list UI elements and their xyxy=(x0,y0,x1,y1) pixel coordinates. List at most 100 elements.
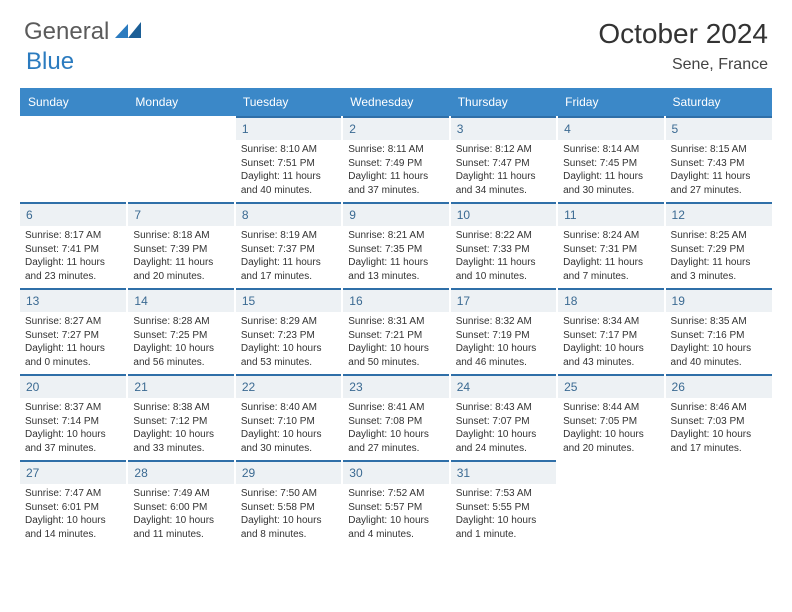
calendar-cell: 31Sunrise: 7:53 AMSunset: 5:55 PMDayligh… xyxy=(450,460,557,546)
cell-body: Sunrise: 8:40 AMSunset: 7:10 PMDaylight:… xyxy=(236,398,341,460)
calendar-cell: 21Sunrise: 8:38 AMSunset: 7:12 PMDayligh… xyxy=(127,374,234,460)
logo-word-general: General xyxy=(24,18,109,46)
date-number: 5 xyxy=(666,116,772,140)
calendar-cell-empty xyxy=(665,460,772,546)
cell-body: Sunrise: 8:24 AMSunset: 7:31 PMDaylight:… xyxy=(558,226,663,288)
date-number: 12 xyxy=(666,202,772,226)
calendar-cell: 7Sunrise: 8:18 AMSunset: 7:39 PMDaylight… xyxy=(127,202,234,288)
month-title: October 2024 xyxy=(598,18,768,50)
cell-body: Sunrise: 8:10 AMSunset: 7:51 PMDaylight:… xyxy=(236,140,341,202)
date-number: 17 xyxy=(451,288,556,312)
date-number: 14 xyxy=(128,288,233,312)
date-number: 16 xyxy=(343,288,448,312)
cell-body: Sunrise: 8:15 AMSunset: 7:43 PMDaylight:… xyxy=(666,140,772,202)
calendar-cell: 22Sunrise: 8:40 AMSunset: 7:10 PMDayligh… xyxy=(235,374,342,460)
date-number: 23 xyxy=(343,374,448,398)
day-header: Monday xyxy=(127,88,234,116)
cell-body: Sunrise: 8:34 AMSunset: 7:17 PMDaylight:… xyxy=(558,312,663,374)
day-header: Sunday xyxy=(20,88,127,116)
calendar-cell: 1Sunrise: 8:10 AMSunset: 7:51 PMDaylight… xyxy=(235,116,342,202)
day-header: Friday xyxy=(557,88,664,116)
date-number: 15 xyxy=(236,288,341,312)
location: Sene, France xyxy=(598,56,768,74)
date-number: 27 xyxy=(20,460,126,484)
title-block: October 2024 Sene, France xyxy=(598,18,768,74)
calendar-cell-empty xyxy=(127,116,234,202)
date-number: 6 xyxy=(20,202,126,226)
calendar-cell: 15Sunrise: 8:29 AMSunset: 7:23 PMDayligh… xyxy=(235,288,342,374)
calendar-cell: 10Sunrise: 8:22 AMSunset: 7:33 PMDayligh… xyxy=(450,202,557,288)
calendar-cell: 8Sunrise: 8:19 AMSunset: 7:37 PMDaylight… xyxy=(235,202,342,288)
cell-body: Sunrise: 8:46 AMSunset: 7:03 PMDaylight:… xyxy=(666,398,772,460)
cell-body: Sunrise: 7:53 AMSunset: 5:55 PMDaylight:… xyxy=(451,484,556,546)
day-header: Tuesday xyxy=(235,88,342,116)
date-number: 18 xyxy=(558,288,663,312)
cell-body: Sunrise: 8:37 AMSunset: 7:14 PMDaylight:… xyxy=(20,398,126,460)
calendar-week-row: 1Sunrise: 8:10 AMSunset: 7:51 PMDaylight… xyxy=(20,116,772,202)
cell-body: Sunrise: 8:32 AMSunset: 7:19 PMDaylight:… xyxy=(451,312,556,374)
calendar-week-row: 27Sunrise: 7:47 AMSunset: 6:01 PMDayligh… xyxy=(20,460,772,546)
calendar-cell: 16Sunrise: 8:31 AMSunset: 7:21 PMDayligh… xyxy=(342,288,449,374)
cell-body: Sunrise: 8:31 AMSunset: 7:21 PMDaylight:… xyxy=(343,312,448,374)
calendar-cell: 5Sunrise: 8:15 AMSunset: 7:43 PMDaylight… xyxy=(665,116,772,202)
logo: General xyxy=(24,18,143,46)
calendar-cell-empty xyxy=(557,460,664,546)
calendar-body: 1Sunrise: 8:10 AMSunset: 7:51 PMDaylight… xyxy=(20,116,772,546)
cell-body: Sunrise: 8:17 AMSunset: 7:41 PMDaylight:… xyxy=(20,226,126,288)
date-number: 22 xyxy=(236,374,341,398)
cell-body: Sunrise: 7:52 AMSunset: 5:57 PMDaylight:… xyxy=(343,484,448,546)
logo-flag-icon xyxy=(115,20,141,45)
cell-body: Sunrise: 8:44 AMSunset: 7:05 PMDaylight:… xyxy=(558,398,663,460)
calendar-cell: 24Sunrise: 8:43 AMSunset: 7:07 PMDayligh… xyxy=(450,374,557,460)
date-number: 29 xyxy=(236,460,341,484)
calendar-cell: 19Sunrise: 8:35 AMSunset: 7:16 PMDayligh… xyxy=(665,288,772,374)
calendar-week-row: 13Sunrise: 8:27 AMSunset: 7:27 PMDayligh… xyxy=(20,288,772,374)
calendar-cell: 25Sunrise: 8:44 AMSunset: 7:05 PMDayligh… xyxy=(557,374,664,460)
calendar-cell: 14Sunrise: 8:28 AMSunset: 7:25 PMDayligh… xyxy=(127,288,234,374)
cell-body: Sunrise: 8:19 AMSunset: 7:37 PMDaylight:… xyxy=(236,226,341,288)
calendar-cell: 26Sunrise: 8:46 AMSunset: 7:03 PMDayligh… xyxy=(665,374,772,460)
cell-body: Sunrise: 8:35 AMSunset: 7:16 PMDaylight:… xyxy=(666,312,772,374)
cell-body: Sunrise: 7:50 AMSunset: 5:58 PMDaylight:… xyxy=(236,484,341,546)
calendar-cell: 6Sunrise: 8:17 AMSunset: 7:41 PMDaylight… xyxy=(20,202,127,288)
calendar-cell: 11Sunrise: 8:24 AMSunset: 7:31 PMDayligh… xyxy=(557,202,664,288)
date-number: 28 xyxy=(128,460,233,484)
date-number: 1 xyxy=(236,116,341,140)
day-header: Wednesday xyxy=(342,88,449,116)
date-number: 19 xyxy=(666,288,772,312)
date-number: 26 xyxy=(666,374,772,398)
date-number: 11 xyxy=(558,202,663,226)
calendar-cell: 27Sunrise: 7:47 AMSunset: 6:01 PMDayligh… xyxy=(20,460,127,546)
cell-body: Sunrise: 8:12 AMSunset: 7:47 PMDaylight:… xyxy=(451,140,556,202)
date-number: 30 xyxy=(343,460,448,484)
cell-body: Sunrise: 7:47 AMSunset: 6:01 PMDaylight:… xyxy=(20,484,126,546)
calendar-cell: 30Sunrise: 7:52 AMSunset: 5:57 PMDayligh… xyxy=(342,460,449,546)
cell-body: Sunrise: 8:41 AMSunset: 7:08 PMDaylight:… xyxy=(343,398,448,460)
date-number xyxy=(128,116,233,140)
day-header: Saturday xyxy=(665,88,772,116)
date-number: 13 xyxy=(20,288,126,312)
date-number xyxy=(20,116,126,140)
cell-body: Sunrise: 8:29 AMSunset: 7:23 PMDaylight:… xyxy=(236,312,341,374)
calendar-cell: 17Sunrise: 8:32 AMSunset: 7:19 PMDayligh… xyxy=(450,288,557,374)
cell-body: Sunrise: 8:25 AMSunset: 7:29 PMDaylight:… xyxy=(666,226,772,288)
calendar-cell-empty xyxy=(20,116,127,202)
date-number: 9 xyxy=(343,202,448,226)
logo-word-blue: Blue xyxy=(26,48,74,75)
date-number: 4 xyxy=(558,116,663,140)
day-header-row: SundayMondayTuesdayWednesdayThursdayFrid… xyxy=(20,88,772,116)
date-number: 25 xyxy=(558,374,663,398)
calendar-week-row: 20Sunrise: 8:37 AMSunset: 7:14 PMDayligh… xyxy=(20,374,772,460)
day-header: Thursday xyxy=(450,88,557,116)
date-number: 21 xyxy=(128,374,233,398)
cell-body: Sunrise: 8:21 AMSunset: 7:35 PMDaylight:… xyxy=(343,226,448,288)
header: General October 2024 Sene, France xyxy=(0,0,792,82)
date-number: 8 xyxy=(236,202,341,226)
calendar-cell: 9Sunrise: 8:21 AMSunset: 7:35 PMDaylight… xyxy=(342,202,449,288)
date-number: 2 xyxy=(343,116,448,140)
cell-body: Sunrise: 8:11 AMSunset: 7:49 PMDaylight:… xyxy=(343,140,448,202)
calendar-cell: 13Sunrise: 8:27 AMSunset: 7:27 PMDayligh… xyxy=(20,288,127,374)
cell-body: Sunrise: 8:28 AMSunset: 7:25 PMDaylight:… xyxy=(128,312,233,374)
calendar-cell: 2Sunrise: 8:11 AMSunset: 7:49 PMDaylight… xyxy=(342,116,449,202)
calendar-cell: 4Sunrise: 8:14 AMSunset: 7:45 PMDaylight… xyxy=(557,116,664,202)
